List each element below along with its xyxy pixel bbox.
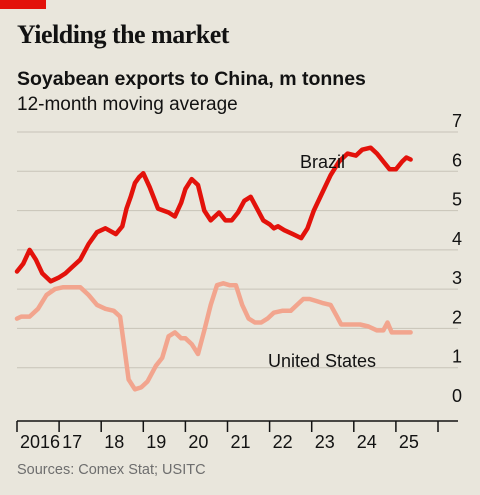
series-line-united-states — [14, 281, 413, 392]
series-group — [14, 145, 413, 392]
x-tick-label: 2016 — [20, 432, 60, 452]
y-tick-label: 6 — [452, 150, 462, 170]
series-label-united-states: United States — [268, 351, 376, 371]
chart-subtitle-secondary: 12-month moving average — [17, 94, 238, 115]
chart-title: Yielding the market — [17, 20, 229, 49]
x-tick-label: 24 — [357, 432, 377, 452]
series-line-brazil — [14, 145, 413, 284]
series-labels: Brazil United States — [268, 152, 376, 371]
x-axis: 2016 17 18 19 20 21 22 23 24 25 — [16, 420, 458, 452]
x-tick-label: 25 — [399, 432, 419, 452]
y-tick-label: 2 — [452, 307, 462, 327]
accent-bar — [0, 0, 46, 9]
x-tick-label: 22 — [273, 432, 293, 452]
y-tick-label: 1 — [452, 347, 462, 367]
x-tick-label: 20 — [188, 432, 208, 452]
series-label-brazil: Brazil — [300, 152, 345, 172]
x-tick-label: 17 — [62, 432, 82, 452]
y-tick-label: 7 — [452, 111, 462, 131]
y-axis: 0 1 2 3 4 5 6 7 — [452, 111, 462, 406]
x-tick-label: 21 — [231, 432, 251, 452]
y-tick-label: 0 — [452, 386, 462, 406]
y-tick-label: 3 — [452, 268, 462, 288]
x-tick-label: 23 — [315, 432, 335, 452]
y-tick-label: 5 — [452, 190, 462, 210]
y-tick-label: 4 — [452, 229, 462, 249]
x-tick-label: 18 — [104, 432, 124, 452]
chart-subtitle: Soyabean exports to China, m tonnes — [17, 68, 366, 90]
source-note: Sources: Comex Stat; USITC — [17, 462, 206, 478]
x-tick-label: 19 — [146, 432, 166, 452]
